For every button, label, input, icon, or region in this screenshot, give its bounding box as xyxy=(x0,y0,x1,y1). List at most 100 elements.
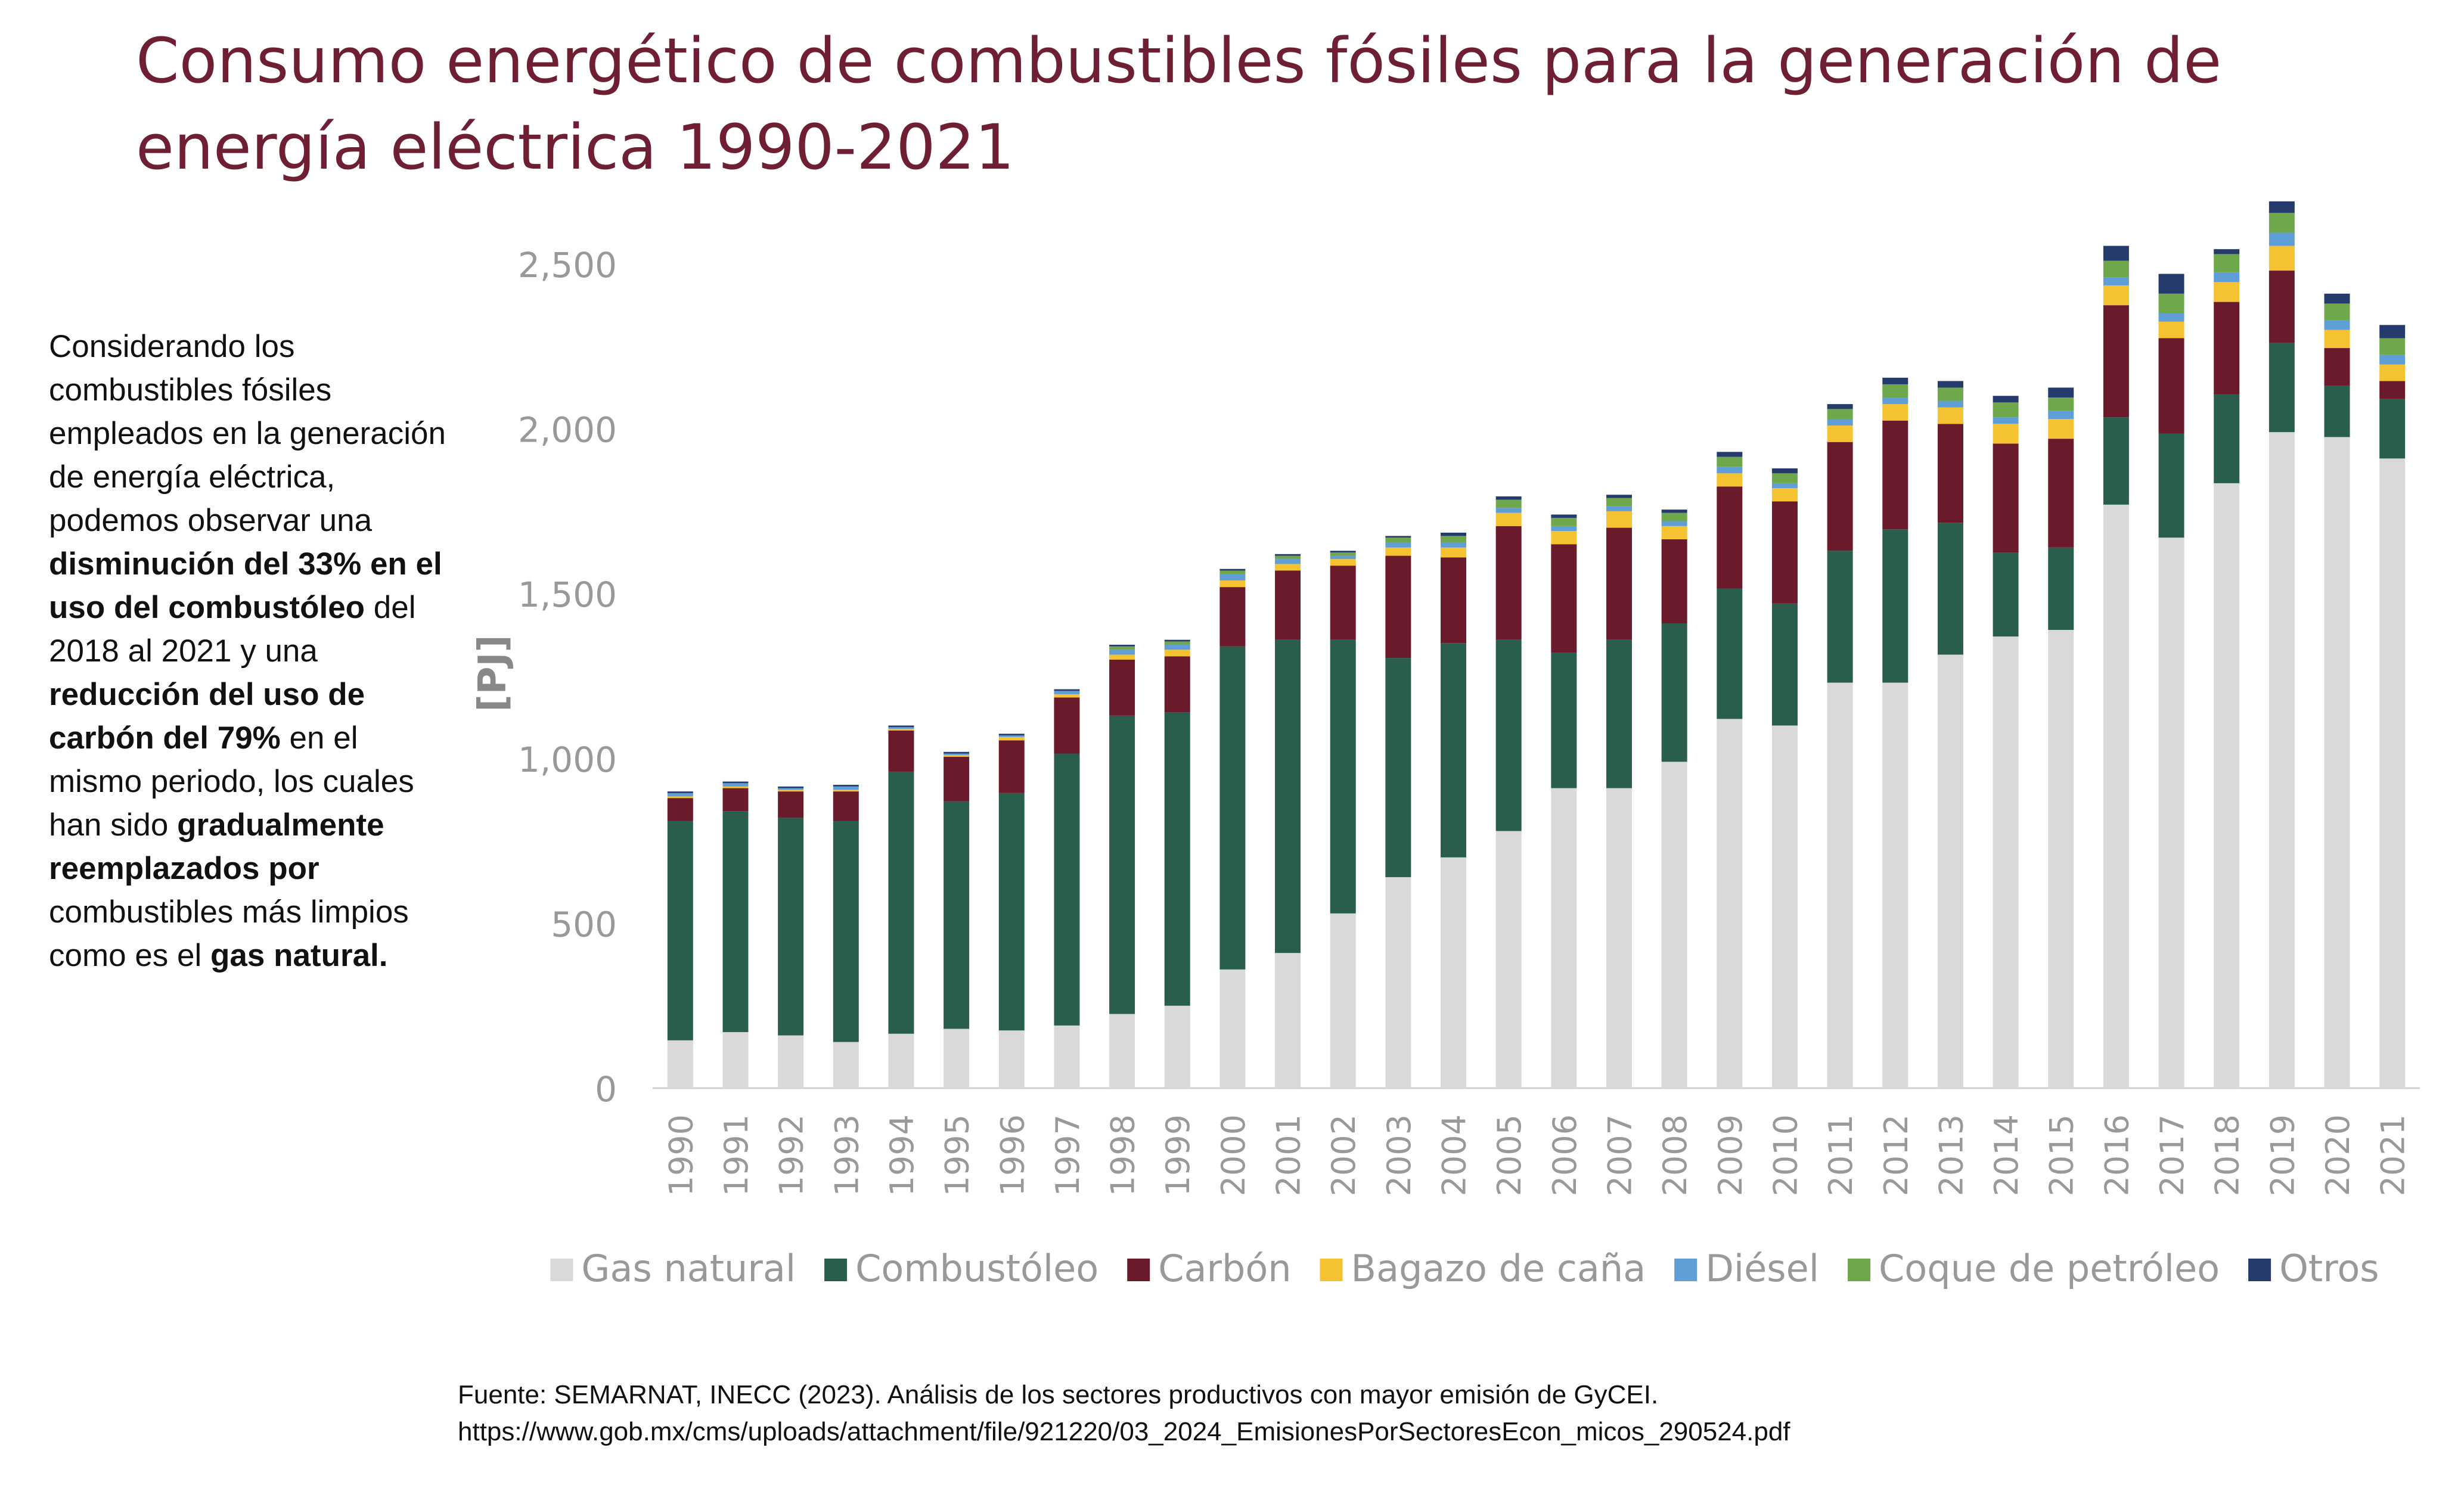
bar-segment xyxy=(1661,521,1687,526)
bar-segment xyxy=(2103,277,2129,285)
side-text-highlight: gas natural. xyxy=(210,938,388,973)
bar-segment xyxy=(1495,496,1522,500)
bar-segment xyxy=(2103,260,2129,278)
bar-segment xyxy=(667,798,693,821)
bar-segment xyxy=(1330,559,1356,566)
bar-segment xyxy=(1661,762,1687,1088)
bar-segment xyxy=(1827,419,1853,426)
bar-segment xyxy=(2379,338,2406,355)
bar-segment xyxy=(833,791,859,821)
bar-segment xyxy=(1164,656,1190,713)
bar-segment xyxy=(944,751,970,754)
bar-segment xyxy=(1275,564,1301,571)
y-tick-label: 0 xyxy=(595,1069,617,1110)
bar-segment xyxy=(1385,542,1411,548)
bar-segment xyxy=(1551,653,1577,788)
bar-segment xyxy=(1054,691,1080,694)
x-tick-label: 2014 xyxy=(1988,1114,2025,1196)
bar-segment xyxy=(1771,483,1798,489)
bar-segment xyxy=(1441,547,1467,558)
bar-segment xyxy=(2158,313,2184,322)
legend-label: Bagazo de caña xyxy=(1351,1247,1646,1290)
side-text-highlight: gradualmente reemplazados por xyxy=(49,807,384,886)
bar-segment xyxy=(998,740,1025,793)
bar-segment xyxy=(2048,419,2074,439)
bar-segment xyxy=(998,734,1025,736)
x-tick-label: 2021 xyxy=(2375,1114,2412,1196)
bar-segment xyxy=(2324,320,2350,330)
x-tick-label: 1994 xyxy=(883,1114,921,1196)
bar-segment xyxy=(1219,570,1246,574)
bar-segment xyxy=(1275,639,1301,953)
bar-segment xyxy=(998,1030,1025,1088)
legend-label: Gas natural xyxy=(581,1247,796,1290)
bar-segment xyxy=(1441,557,1467,644)
bar-segment xyxy=(2103,285,2129,306)
bar-segment xyxy=(2103,504,2129,1088)
bar-segment xyxy=(2048,630,2074,1088)
legend-swatch xyxy=(824,1259,848,1281)
bar-segment xyxy=(1330,913,1356,1088)
bar-segment xyxy=(1661,510,1687,513)
x-tick-label: 2005 xyxy=(1491,1114,1528,1196)
bar-segment xyxy=(1219,574,1246,581)
side-text-part: en el mismo periodo, los cuales han sido xyxy=(49,720,414,843)
bar-segment xyxy=(722,783,749,787)
bar-segment xyxy=(944,755,970,757)
bar-segment xyxy=(1219,580,1246,588)
bar-segment xyxy=(722,811,749,1032)
bar-segment xyxy=(667,793,693,797)
legend-swatch xyxy=(1320,1259,1343,1281)
y-tick-label: 1,500 xyxy=(518,574,617,615)
x-tick-label: 2010 xyxy=(1767,1114,1804,1196)
bar-segment xyxy=(1330,552,1356,556)
bar-segment xyxy=(1771,725,1798,1088)
bar-segment xyxy=(1937,424,1963,523)
bar-segment xyxy=(1993,396,2019,403)
bar-segment xyxy=(2048,439,2074,548)
bar-segment xyxy=(1495,639,1522,831)
legend-item: Carbón xyxy=(1127,1247,1292,1290)
bar-segment xyxy=(1882,529,1908,683)
side-text-highlight: reducción del uso de carbón del 79% xyxy=(49,677,365,756)
bar-segment xyxy=(2324,348,2350,386)
bar-segment xyxy=(2379,458,2406,1089)
bar-segment xyxy=(2103,305,2129,418)
x-axis-ticks: 1990 1991 1992 1993 1994 1995 1996 1997 1998 1999… xyxy=(662,1114,2412,1196)
bar-segment xyxy=(1882,377,1908,384)
x-tick-label: 1998 xyxy=(1104,1114,1142,1196)
side-text-part: combustibles más limpios como es el xyxy=(49,894,409,973)
bar-segment xyxy=(1109,659,1135,716)
bar-segment xyxy=(888,729,914,731)
y-tick-label: 2,000 xyxy=(518,410,617,451)
bar-segment xyxy=(1054,694,1080,698)
x-tick-label: 1991 xyxy=(718,1114,755,1196)
bar-segment xyxy=(1661,512,1687,521)
bar-segment xyxy=(998,793,1025,1031)
bar-segment xyxy=(1109,1014,1135,1088)
bar-segment xyxy=(2158,321,2184,338)
bar-segment xyxy=(1606,506,1632,511)
bar-segment xyxy=(1164,650,1190,657)
bar-segment xyxy=(1164,644,1190,650)
bar-segment xyxy=(2048,397,2074,411)
bar-segment xyxy=(833,790,859,792)
x-tick-label: 2016 xyxy=(2098,1114,2136,1196)
bar-segment xyxy=(1441,542,1467,548)
bar-segment xyxy=(1827,551,1853,683)
bar-segment xyxy=(2048,547,2074,630)
bar-segment xyxy=(778,818,804,1036)
bar-segment xyxy=(1054,1025,1080,1088)
bar-segment xyxy=(1109,650,1135,655)
bar-segment xyxy=(1717,467,1743,474)
source-line: Fuente: SEMARNAT, INECC (2023). Análisis… xyxy=(458,1380,1659,1409)
legend: Gas natural Combustóleo Carbón Bagazo de ca… xyxy=(550,1247,2379,1290)
y-tick-label: 500 xyxy=(551,904,617,945)
legend-item: Coque de petróleo xyxy=(1847,1247,2220,1290)
bar-segment xyxy=(1937,400,1963,408)
legend-swatch xyxy=(550,1259,573,1281)
bar-segment xyxy=(2269,232,2295,246)
bar-segment xyxy=(722,781,749,784)
bar-segment xyxy=(722,1032,749,1088)
